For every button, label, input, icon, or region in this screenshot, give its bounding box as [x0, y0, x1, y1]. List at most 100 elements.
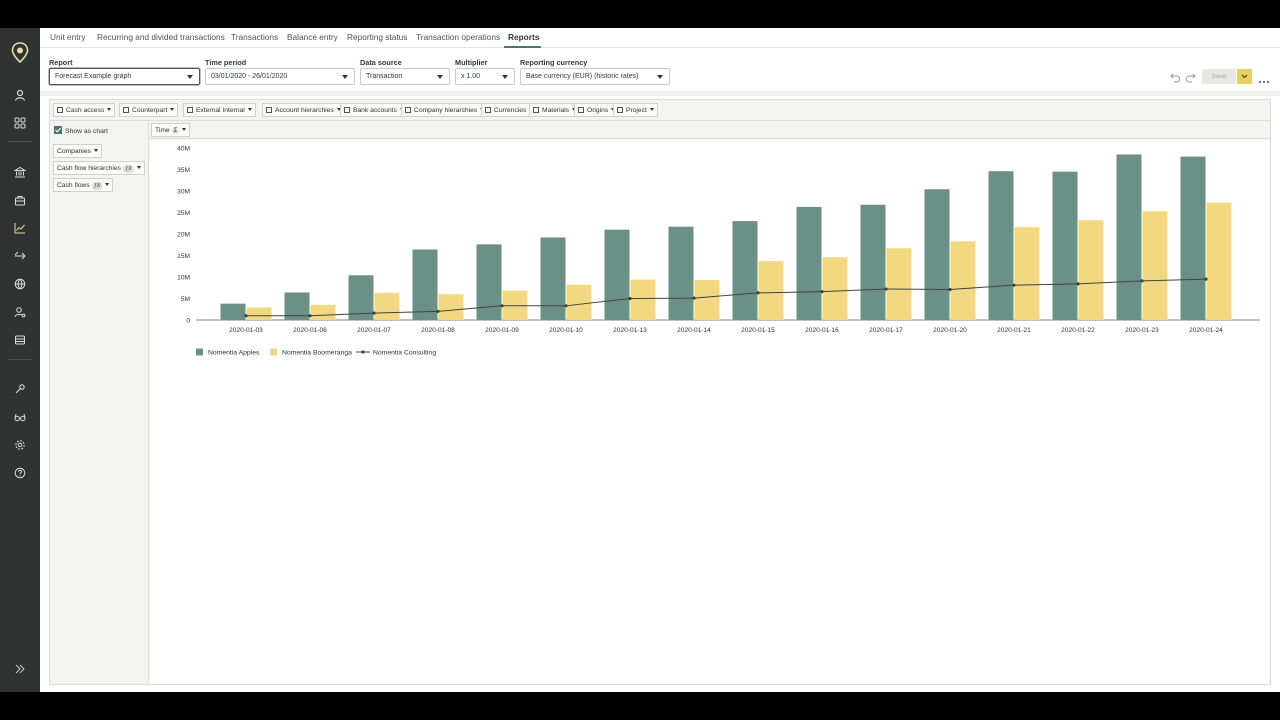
filter-project[interactable]: Project	[613, 103, 658, 117]
filter-materials[interactable]: Materials	[529, 103, 581, 117]
chevron-down-icon	[105, 183, 110, 186]
y-tick-label: 40M	[177, 146, 190, 153]
gear-icon[interactable]	[0, 435, 40, 455]
filter-cash-access[interactable]: Cash access	[53, 103, 116, 117]
multiplier-select[interactable]: x 1.00	[455, 68, 515, 85]
bar-nomentia-apples	[348, 275, 374, 320]
point-nomentia-consulting	[1076, 282, 1080, 286]
point-nomentia-consulting	[820, 290, 824, 294]
point-nomentia-consulting	[372, 311, 376, 315]
nav-tabs: Unit entry Recurring and divided transac…	[40, 28, 1280, 48]
x-tick-label: 2020-01-03	[229, 327, 263, 334]
point-nomentia-consulting	[948, 287, 952, 292]
y-tick-label: 0	[186, 318, 190, 325]
row-dimension-chip[interactable]: Cash flows ƒX	[53, 178, 114, 192]
logo-icon[interactable]	[0, 42, 40, 64]
tab-reporting-status[interactable]: Reporting status	[347, 32, 408, 42]
filter-origins[interactable]: Origins	[574, 103, 620, 117]
tab-balance-entry[interactable]: Balance entry	[287, 32, 338, 42]
filter-bar: Cash access Counterpart External Internal A…	[50, 100, 1270, 121]
tab-recurring-divided[interactable]: Recurring and divided transactions	[97, 32, 225, 42]
x-tick-label: 2020-01-23	[1125, 327, 1159, 334]
legend-label: Nomentia Consulting	[373, 350, 436, 357]
forecast-chart: 0 5M 10M 15M 20M 25M 30M 35M 40M 2020-01-03 2020-0…	[177, 146, 1260, 357]
point-nomentia-consulting	[884, 287, 888, 291]
x-tick-label: 2020-01-13	[613, 327, 647, 334]
reporting-currency-select[interactable]: Base currency (EUR) (historic rates)	[520, 68, 670, 85]
legend-label: Nomentia Apples	[208, 350, 260, 357]
redo-icon[interactable]	[1185, 70, 1196, 88]
chevron-down-icon	[187, 75, 193, 79]
point-nomentia-consulting	[692, 296, 696, 300]
app-window: Unit entry Recurring and divided transac…	[0, 28, 1280, 692]
filter-label: Origins	[587, 107, 609, 114]
filter-label: Company hierarchies	[414, 107, 478, 114]
bar-nomentia-boomeranga	[1078, 220, 1104, 320]
data-source-select[interactable]: Transaction	[360, 68, 450, 85]
row-dimension-label: Companies	[57, 148, 91, 155]
filter-icon	[405, 107, 411, 113]
show-as-chart-toggle[interactable]: Show as chart	[54, 126, 108, 135]
wrench-icon[interactable]	[0, 379, 40, 399]
chart-area: 0 5M 10M 15M 20M 25M 30M 35M 40M 2020-01-03 2020-0…	[150, 140, 1270, 684]
undo-icon[interactable]	[1170, 70, 1181, 88]
filter-icon	[57, 107, 63, 113]
report-select[interactable]: Forecast Example graph	[49, 68, 200, 85]
filter-counterpart[interactable]: Counterpart	[119, 103, 179, 117]
filter-icon	[578, 107, 584, 113]
bar-nomentia-boomeranga	[694, 280, 720, 320]
row-dimension-chip[interactable]: Companies	[53, 144, 102, 158]
x-tick-label: 2020-01-17	[869, 327, 903, 334]
function-icon: ƒX	[122, 165, 134, 173]
time-dimension-chip[interactable]: Time Σ	[151, 123, 191, 137]
apps-grid-icon[interactable]	[0, 113, 40, 133]
filter-icon	[266, 107, 272, 113]
multiplier-label: Multiplier	[455, 58, 488, 67]
legend-swatch	[196, 348, 203, 356]
y-tick-label: 5M	[181, 296, 190, 303]
tab-reports[interactable]: Reports	[508, 32, 540, 42]
help-icon[interactable]	[0, 463, 40, 483]
filter-label: Bank accounts	[353, 107, 397, 114]
stack-icon[interactable]	[0, 330, 40, 350]
checkbox[interactable]	[54, 126, 62, 134]
filter-bank-accounts[interactable]: Bank accounts	[340, 103, 408, 117]
filter-account-hierarchies[interactable]: Account hierarchies	[262, 103, 345, 117]
user-settings-icon[interactable]	[0, 302, 40, 322]
tab-transactions[interactable]: Transactions	[231, 32, 279, 42]
tab-unit-entry[interactable]: Unit entry	[50, 32, 86, 42]
bar-nomentia-boomeranga	[630, 279, 656, 320]
save-options-button[interactable]	[1237, 69, 1252, 84]
bank-icon[interactable]	[0, 162, 40, 182]
reporting-currency-value: Base currency (EUR) (historic rates)	[526, 73, 639, 80]
bar-nomentia-apples	[540, 237, 566, 320]
save-button[interactable]: Save	[1202, 69, 1236, 84]
filter-external-internal[interactable]: External Internal	[183, 103, 256, 117]
show-as-chart-label: Show as chart	[65, 128, 109, 135]
point-nomentia-consulting	[244, 314, 248, 318]
row-dimension-chip[interactable]: Cash flow hierarchies ƒX	[53, 161, 145, 175]
report-value: Forecast Example graph	[55, 73, 132, 80]
filter-icon	[123, 107, 129, 113]
chart-icon[interactable]	[0, 218, 40, 238]
filter-company-hierarchies[interactable]: Company hierarchies	[401, 103, 489, 117]
briefcase-icon[interactable]	[0, 190, 40, 210]
bar-nomentia-boomeranga	[374, 292, 400, 320]
bar-nomentia-apples	[220, 303, 246, 320]
chevron-down-icon	[502, 75, 508, 79]
bar-nomentia-apples	[732, 221, 758, 320]
user-icon[interactable]	[0, 85, 40, 105]
globe-icon[interactable]	[0, 274, 40, 294]
tab-transaction-operations[interactable]: Transaction operations	[416, 32, 501, 42]
sidebar	[0, 28, 40, 692]
glasses-icon[interactable]	[0, 407, 40, 427]
bar-nomentia-apples	[1180, 156, 1206, 320]
time-period-select[interactable]: 03/01/2020 - 26/01/2020	[205, 68, 355, 85]
chevron-down-icon	[170, 108, 175, 111]
transfer-icon[interactable]	[0, 246, 40, 266]
chevron-down-icon	[336, 108, 341, 111]
time-period-value: 03/01/2020 - 26/01/2020	[211, 73, 288, 80]
more-options-icon[interactable]	[1258, 72, 1270, 90]
expand-sidebar-icon[interactable]	[0, 659, 40, 679]
bar-nomentia-boomeranga	[758, 261, 784, 320]
